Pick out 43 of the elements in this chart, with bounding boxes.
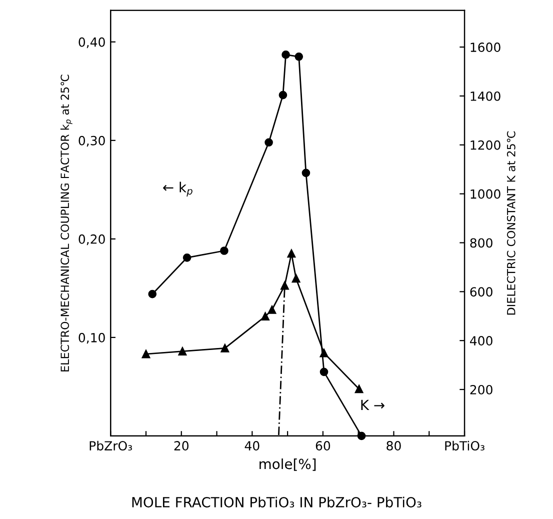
point bbox=[320, 348, 328, 358]
point bbox=[220, 246, 228, 255]
y2-tick-label: 800 bbox=[470, 238, 492, 248]
x-tick-label: 40 bbox=[244, 441, 260, 450]
point bbox=[282, 50, 290, 59]
point bbox=[142, 350, 150, 358]
point bbox=[264, 138, 273, 147]
y-tick-label: 0,40 bbox=[78, 37, 105, 48]
point bbox=[280, 281, 289, 290]
y2-axis-title: DIELECTRIC CONSTANT K at 25℃ bbox=[506, 131, 516, 315]
point bbox=[292, 274, 300, 283]
y2-tick-label: 600 bbox=[470, 287, 492, 297]
point bbox=[178, 347, 187, 356]
x-tick-label: 80 bbox=[386, 441, 401, 450]
y-tick-label: 0,30 bbox=[78, 136, 105, 147]
point bbox=[354, 384, 364, 394]
y2-tick-label: 1400 bbox=[470, 91, 500, 101]
point bbox=[294, 52, 304, 61]
point bbox=[220, 344, 230, 352]
y-tick-label: 0,20 bbox=[78, 234, 105, 246]
y2-tick-label: 1000 bbox=[470, 189, 500, 199]
point bbox=[148, 290, 157, 298]
point bbox=[287, 249, 296, 258]
x-tick-label: PbZrO₃ bbox=[90, 440, 132, 450]
x-tick-label: 60 bbox=[316, 441, 330, 450]
x-tick-label: PbTiO₃ bbox=[445, 440, 484, 450]
point bbox=[268, 306, 276, 314]
y2-tick-label: 400 bbox=[470, 336, 492, 346]
annotation: ← k$_{p}$ bbox=[163, 182, 192, 197]
y2-tick-label: 1200 bbox=[470, 140, 500, 150]
y-tick-label: 0,10 bbox=[78, 332, 105, 344]
y2-tick-label: 1600 bbox=[470, 42, 500, 52]
y-axis-title: ELECTRO-MECHANICAL COUPLING FACTOR k$_{p}$ at 25℃ bbox=[60, 74, 72, 372]
point bbox=[278, 90, 288, 100]
point bbox=[261, 312, 270, 321]
point bbox=[320, 368, 328, 376]
annotation: K → bbox=[361, 400, 384, 410]
y2-tick-label: 200 bbox=[470, 384, 492, 394]
x-axis-title: mole[%] bbox=[260, 458, 316, 471]
text: MOLE FRACTION PbTiO₃ IN PbZrO₃- PbTiO₃ bbox=[132, 496, 422, 508]
x-tick-label: 20 bbox=[174, 441, 189, 450]
point bbox=[182, 253, 192, 262]
point bbox=[302, 168, 310, 178]
